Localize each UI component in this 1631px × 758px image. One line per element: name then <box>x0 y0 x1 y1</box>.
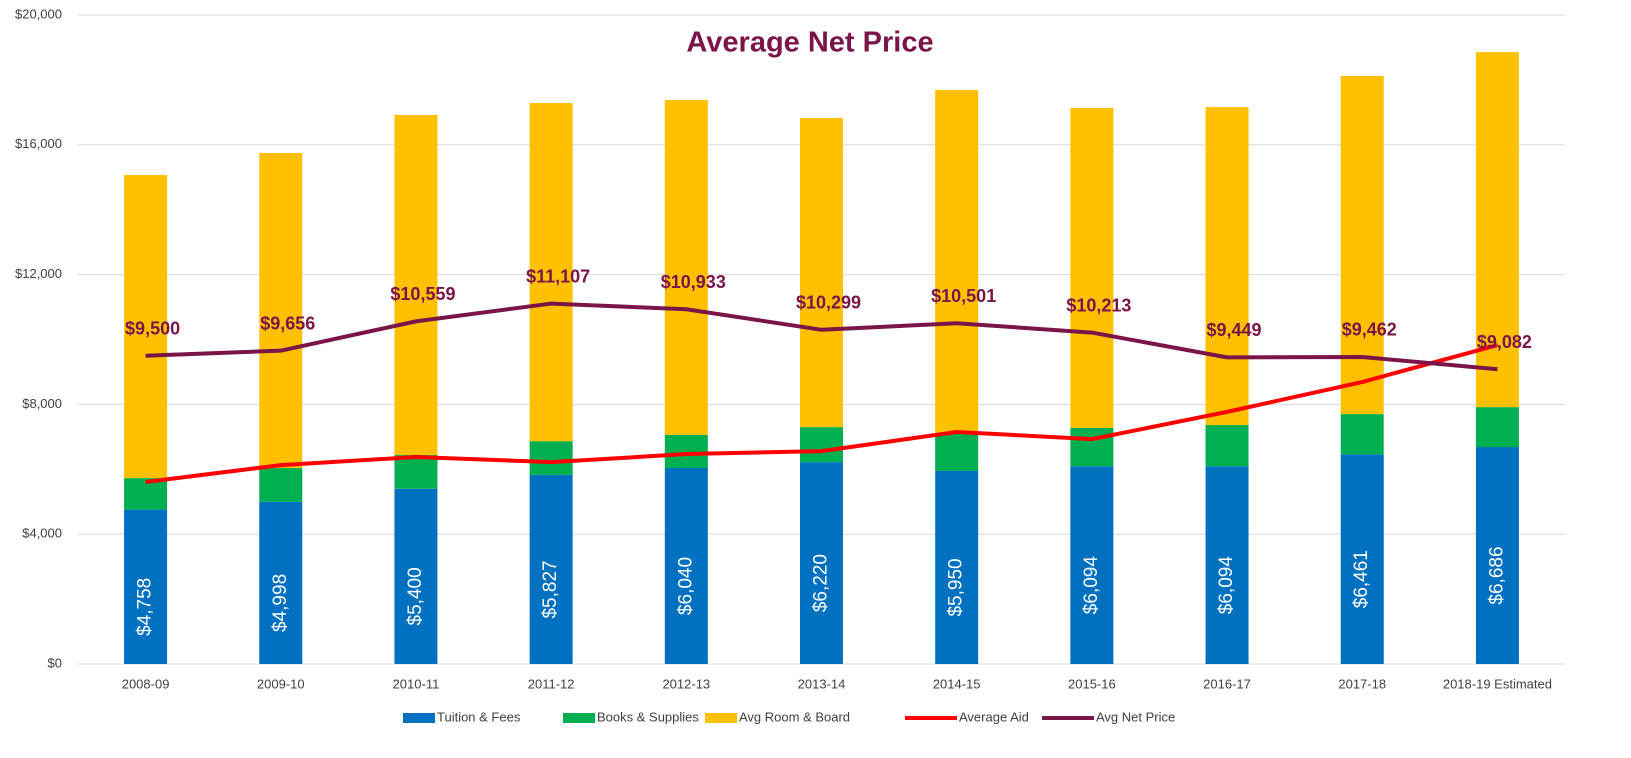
x-tick-label: 2017-18 <box>1338 676 1386 691</box>
x-tick-label: 2010-11 <box>393 676 440 691</box>
bar-segment <box>1070 466 1114 664</box>
data-label: $6,040 <box>675 557 696 615</box>
data-label: $10,559 <box>390 284 455 304</box>
legend-label: Tuition & Fees <box>437 709 521 724</box>
data-label: $5,827 <box>540 560 561 618</box>
data-label: $10,933 <box>661 272 726 292</box>
x-tick-label: 2013-14 <box>798 676 846 691</box>
data-label: $6,686 <box>1486 546 1507 604</box>
bar-segment <box>1340 454 1384 664</box>
x-tick-label: 2012-13 <box>662 676 710 691</box>
y-tick-label: $12,000 <box>15 266 62 281</box>
bar-segment <box>259 468 303 502</box>
data-label: $9,449 <box>1207 320 1262 340</box>
bar-segment <box>259 152 303 469</box>
data-label: $6,094 <box>1216 556 1237 615</box>
legend-swatch <box>563 713 595 723</box>
bar-segment <box>1205 425 1249 467</box>
line <box>145 343 1498 484</box>
x-tick-label: 2008-09 <box>122 676 170 691</box>
bar-segment <box>1475 407 1519 448</box>
bar-segment <box>664 100 708 435</box>
data-label: $9,656 <box>260 313 315 333</box>
data-label: $6,461 <box>1351 550 1372 608</box>
chart-title: Average Net Price <box>686 27 933 59</box>
y-tick-label: $20,000 <box>15 6 62 21</box>
data-label: $10,213 <box>1066 295 1131 315</box>
line <box>145 301 1498 372</box>
legend-label: Books & Supplies <box>597 709 699 724</box>
bar-segment <box>1070 108 1114 428</box>
x-tick-label: 2018-19 Estimated <box>1443 676 1552 691</box>
y-tick-label: $8,000 <box>22 396 62 411</box>
legend-label: Average Aid <box>959 709 1029 724</box>
x-tick-label: 2014-15 <box>933 676 981 691</box>
bar-segment <box>529 103 573 442</box>
bar-segment <box>1205 107 1249 426</box>
data-label: $9,462 <box>1342 320 1397 340</box>
bar-segment <box>394 455 438 489</box>
x-tick-label: 2009-10 <box>257 676 305 691</box>
bar-segment <box>1070 427 1114 467</box>
bar-segment <box>664 434 708 469</box>
legend-item: Tuition & Fees <box>403 709 521 724</box>
bar-segment <box>800 427 843 463</box>
bar-segment <box>1340 414 1384 455</box>
legend-item: Avg Net Price <box>1042 709 1175 724</box>
bar-segment <box>664 468 708 664</box>
data-label: $6,220 <box>811 554 832 612</box>
bar-segment <box>1475 52 1519 408</box>
bar-segment <box>124 509 168 664</box>
data-label: $10,299 <box>796 293 861 313</box>
legend-item: Average Aid <box>905 709 1029 724</box>
legend-swatch <box>403 713 435 723</box>
bar-segment <box>394 488 438 664</box>
bar-segment <box>529 474 573 664</box>
bar-segment <box>1340 75 1384 415</box>
bar-segment <box>800 462 843 664</box>
data-label: $9,082 <box>1477 332 1532 352</box>
x-tick-label: 2011-12 <box>528 676 575 691</box>
legend-label: Avg Net Price <box>1096 709 1175 724</box>
data-label: $6,094 <box>1081 556 1102 615</box>
bar-segment <box>935 470 979 664</box>
data-label: $5,400 <box>405 567 426 625</box>
bar-segment <box>394 114 438 456</box>
bar-segment <box>1475 447 1519 664</box>
x-tick-label: 2015-16 <box>1068 676 1116 691</box>
data-label: $10,501 <box>931 286 996 306</box>
data-label: $5,950 <box>946 558 967 616</box>
bar-segment <box>529 441 573 475</box>
y-tick-label: $0 <box>48 655 62 670</box>
bar-segment <box>800 117 843 428</box>
bar-segment <box>1205 466 1249 664</box>
legend-label: Avg Room & Board <box>739 709 850 724</box>
bar-segment <box>124 478 168 510</box>
bar-segment <box>935 433 979 471</box>
legend-item: Books & Supplies <box>563 709 699 724</box>
data-label: $11,107 <box>526 266 590 286</box>
data-label: $4,998 <box>270 574 291 632</box>
y-tick-label: $16,000 <box>15 136 62 151</box>
x-tick-label: 2016-17 <box>1203 676 1251 691</box>
bar-segment <box>935 89 979 434</box>
y-tick-label: $4,000 <box>22 526 62 541</box>
data-label: $9,500 <box>125 318 180 338</box>
legend-item: Avg Room & Board <box>705 709 850 724</box>
bar-segment <box>259 501 303 664</box>
bar-segment <box>124 175 168 479</box>
data-label: $4,758 <box>135 578 156 636</box>
legend-swatch <box>705 713 737 723</box>
